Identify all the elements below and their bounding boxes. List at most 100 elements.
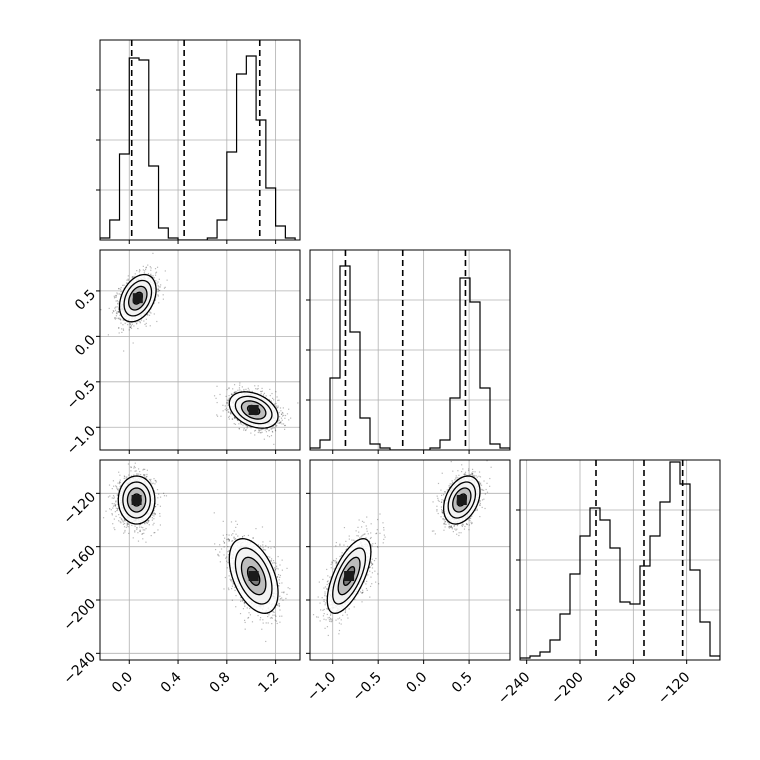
- scatter-point: [254, 429, 257, 432]
- scatter-point: [238, 427, 240, 430]
- scatter-point: [148, 524, 150, 526]
- scatter-point: [124, 518, 126, 520]
- scatter-point: [276, 424, 278, 427]
- scatter-point: [233, 392, 235, 394]
- scatter-point: [122, 523, 125, 525]
- scatter-point: [273, 443, 275, 445]
- scatter-point: [262, 547, 264, 549]
- scatter-point: [147, 520, 149, 522]
- scatter-point: [156, 489, 159, 491]
- scatter-point: [230, 521, 233, 523]
- scatter-point: [119, 474, 121, 476]
- scatter-point: [126, 320, 128, 323]
- scatter-point: [145, 267, 147, 269]
- scatter-point: [159, 524, 162, 526]
- scatter-point: [107, 496, 110, 498]
- scatter-point: [283, 592, 285, 594]
- scatter-point: [225, 395, 227, 398]
- scatter-point: [276, 407, 278, 409]
- scatter-point: [152, 275, 154, 277]
- scatter-point: [140, 319, 143, 321]
- scatter-point: [245, 388, 247, 390]
- scatter-point: [146, 469, 148, 471]
- scatter-point: [230, 393, 233, 395]
- scatter-point: [139, 322, 141, 324]
- scatter-point: [111, 488, 113, 490]
- scatter-point: [153, 277, 155, 279]
- scatter-point: [263, 392, 265, 394]
- scatter-point: [137, 468, 140, 470]
- scatter-point: [115, 306, 117, 308]
- scatter-point: [148, 519, 150, 521]
- scatter-point: [280, 410, 282, 412]
- scatter-point: [143, 468, 145, 470]
- scatter-point: [150, 534, 152, 537]
- scatter-point: [234, 417, 236, 419]
- scatter-point: [128, 532, 130, 535]
- scatter-point: [269, 540, 271, 542]
- scatter-point: [120, 294, 122, 296]
- scatter-point: [126, 525, 128, 527]
- scatter-point: [235, 391, 237, 393]
- scatter-point: [144, 468, 146, 471]
- scatter-point: [115, 486, 118, 488]
- scatter-point: [123, 477, 125, 479]
- scatter-point: [143, 522, 145, 524]
- scatter-point: [118, 318, 120, 320]
- scatter-point: [113, 503, 115, 505]
- histogram-steps: [100, 55, 296, 240]
- scatter-point: [262, 428, 264, 431]
- scatter-point: [147, 521, 149, 523]
- histogram-panel-0: [100, 40, 300, 240]
- scatter-point: [127, 275, 129, 277]
- scatter-point: [228, 539, 230, 541]
- scatter-point: [109, 495, 111, 497]
- scatter-point: [227, 404, 229, 406]
- scatter-point: [120, 522, 122, 524]
- scatter-point: [213, 395, 216, 397]
- scatter-point: [152, 514, 154, 516]
- scatter-point: [118, 490, 120, 492]
- scatter-point: [153, 478, 155, 480]
- scatter-point: [120, 485, 122, 487]
- scatter-point: [154, 513, 156, 515]
- scatter-point: [260, 390, 262, 393]
- scatter-point: [223, 588, 225, 590]
- scatter-point: [127, 321, 129, 323]
- scatter-point: [125, 477, 127, 479]
- scatter-point: [128, 329, 130, 331]
- scatter-point: [271, 392, 273, 395]
- scatter-point: [231, 599, 233, 601]
- scatter-point: [243, 388, 245, 391]
- scatter-point: [116, 509, 119, 511]
- scatter-point: [118, 309, 120, 311]
- scatter-point: [283, 424, 286, 427]
- scatter-point: [251, 390, 253, 393]
- scatter-point: [123, 522, 126, 525]
- scatter-point: [228, 397, 230, 399]
- scatter-point: [235, 526, 237, 528]
- scatter-point: [143, 272, 145, 274]
- scatter-point: [111, 502, 113, 505]
- scatter-point: [246, 425, 248, 427]
- scatter-point: [228, 418, 230, 420]
- scatter-point: [150, 273, 152, 275]
- scatter-point: [149, 311, 151, 313]
- scatter-point: [137, 540, 140, 542]
- scatter-point: [278, 419, 280, 421]
- scatter-point: [159, 505, 161, 507]
- scatter-point: [228, 395, 230, 397]
- scatter-point: [159, 289, 161, 292]
- scatter-point: [136, 473, 138, 475]
- scatter-point: [117, 311, 119, 313]
- scatter-point: [118, 287, 120, 290]
- scatter-point: [131, 524, 133, 526]
- scatter-point: [225, 407, 227, 409]
- scatter-point: [124, 519, 126, 521]
- scatter-point: [271, 428, 273, 430]
- scatter-point: [118, 308, 120, 310]
- scatter-point: [142, 269, 144, 271]
- scatter-point: [126, 522, 128, 524]
- scatter-point: [153, 313, 155, 315]
- scatter-point: [275, 424, 277, 426]
